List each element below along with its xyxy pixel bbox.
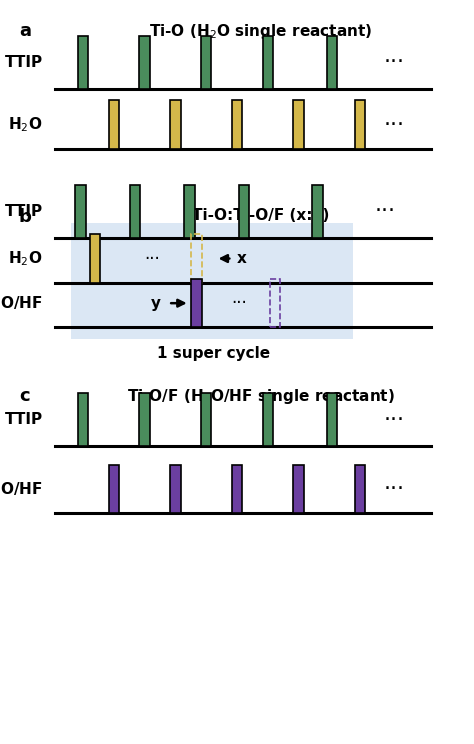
Text: 1 super cycle: 1 super cycle — [157, 346, 270, 361]
Text: ···: ··· — [384, 479, 405, 499]
Bar — [130, 185, 140, 238]
Bar — [109, 465, 119, 513]
Bar — [191, 234, 202, 283]
Bar — [201, 393, 211, 446]
Text: ···: ··· — [374, 202, 395, 221]
Text: a: a — [19, 22, 31, 40]
Bar — [355, 465, 365, 513]
Text: b: b — [19, 208, 32, 226]
Text: H$_2$O: H$_2$O — [8, 115, 43, 134]
Text: ···: ··· — [384, 115, 405, 135]
Text: H$_2$O/HF: H$_2$O/HF — [0, 294, 43, 312]
Bar — [263, 393, 273, 446]
Bar — [170, 100, 181, 149]
Text: ···: ··· — [231, 294, 247, 312]
Bar — [75, 185, 86, 238]
Bar — [139, 393, 150, 446]
Bar — [263, 36, 273, 89]
Bar — [270, 279, 280, 327]
Text: TTIP: TTIP — [5, 412, 43, 427]
Bar — [312, 185, 323, 238]
Bar — [78, 393, 88, 446]
Text: y: y — [151, 295, 161, 311]
Text: c: c — [19, 387, 29, 405]
Bar — [201, 36, 211, 89]
Bar — [184, 185, 195, 238]
Text: Ti-O:Ti-O/F (x:y): Ti-O:Ti-O/F (x:y) — [192, 208, 329, 223]
Text: x: x — [237, 251, 247, 266]
Bar — [139, 36, 150, 89]
Bar — [232, 465, 242, 513]
Bar — [191, 279, 202, 327]
Bar — [239, 185, 249, 238]
Bar — [293, 100, 304, 149]
Text: H$_2$O: H$_2$O — [8, 249, 43, 268]
Text: Ti-O (H$_2$O single reactant): Ti-O (H$_2$O single reactant) — [149, 22, 372, 42]
Text: ···: ··· — [144, 249, 160, 268]
Bar — [71, 223, 353, 339]
Text: H$_2$O/HF: H$_2$O/HF — [0, 480, 43, 498]
Text: TTIP: TTIP — [5, 204, 43, 219]
Bar — [170, 465, 181, 513]
Text: Ti-O/F (H$_2$O/HF single reactant): Ti-O/F (H$_2$O/HF single reactant) — [127, 387, 395, 406]
Bar — [327, 36, 337, 89]
Text: TTIP: TTIP — [5, 55, 43, 70]
Bar — [327, 393, 337, 446]
Text: ···: ··· — [384, 53, 405, 72]
Bar — [78, 36, 88, 89]
Bar — [109, 100, 119, 149]
Bar — [232, 100, 242, 149]
Bar — [90, 234, 100, 283]
Bar — [355, 100, 365, 149]
Bar — [293, 465, 304, 513]
Text: ···: ··· — [384, 410, 405, 429]
